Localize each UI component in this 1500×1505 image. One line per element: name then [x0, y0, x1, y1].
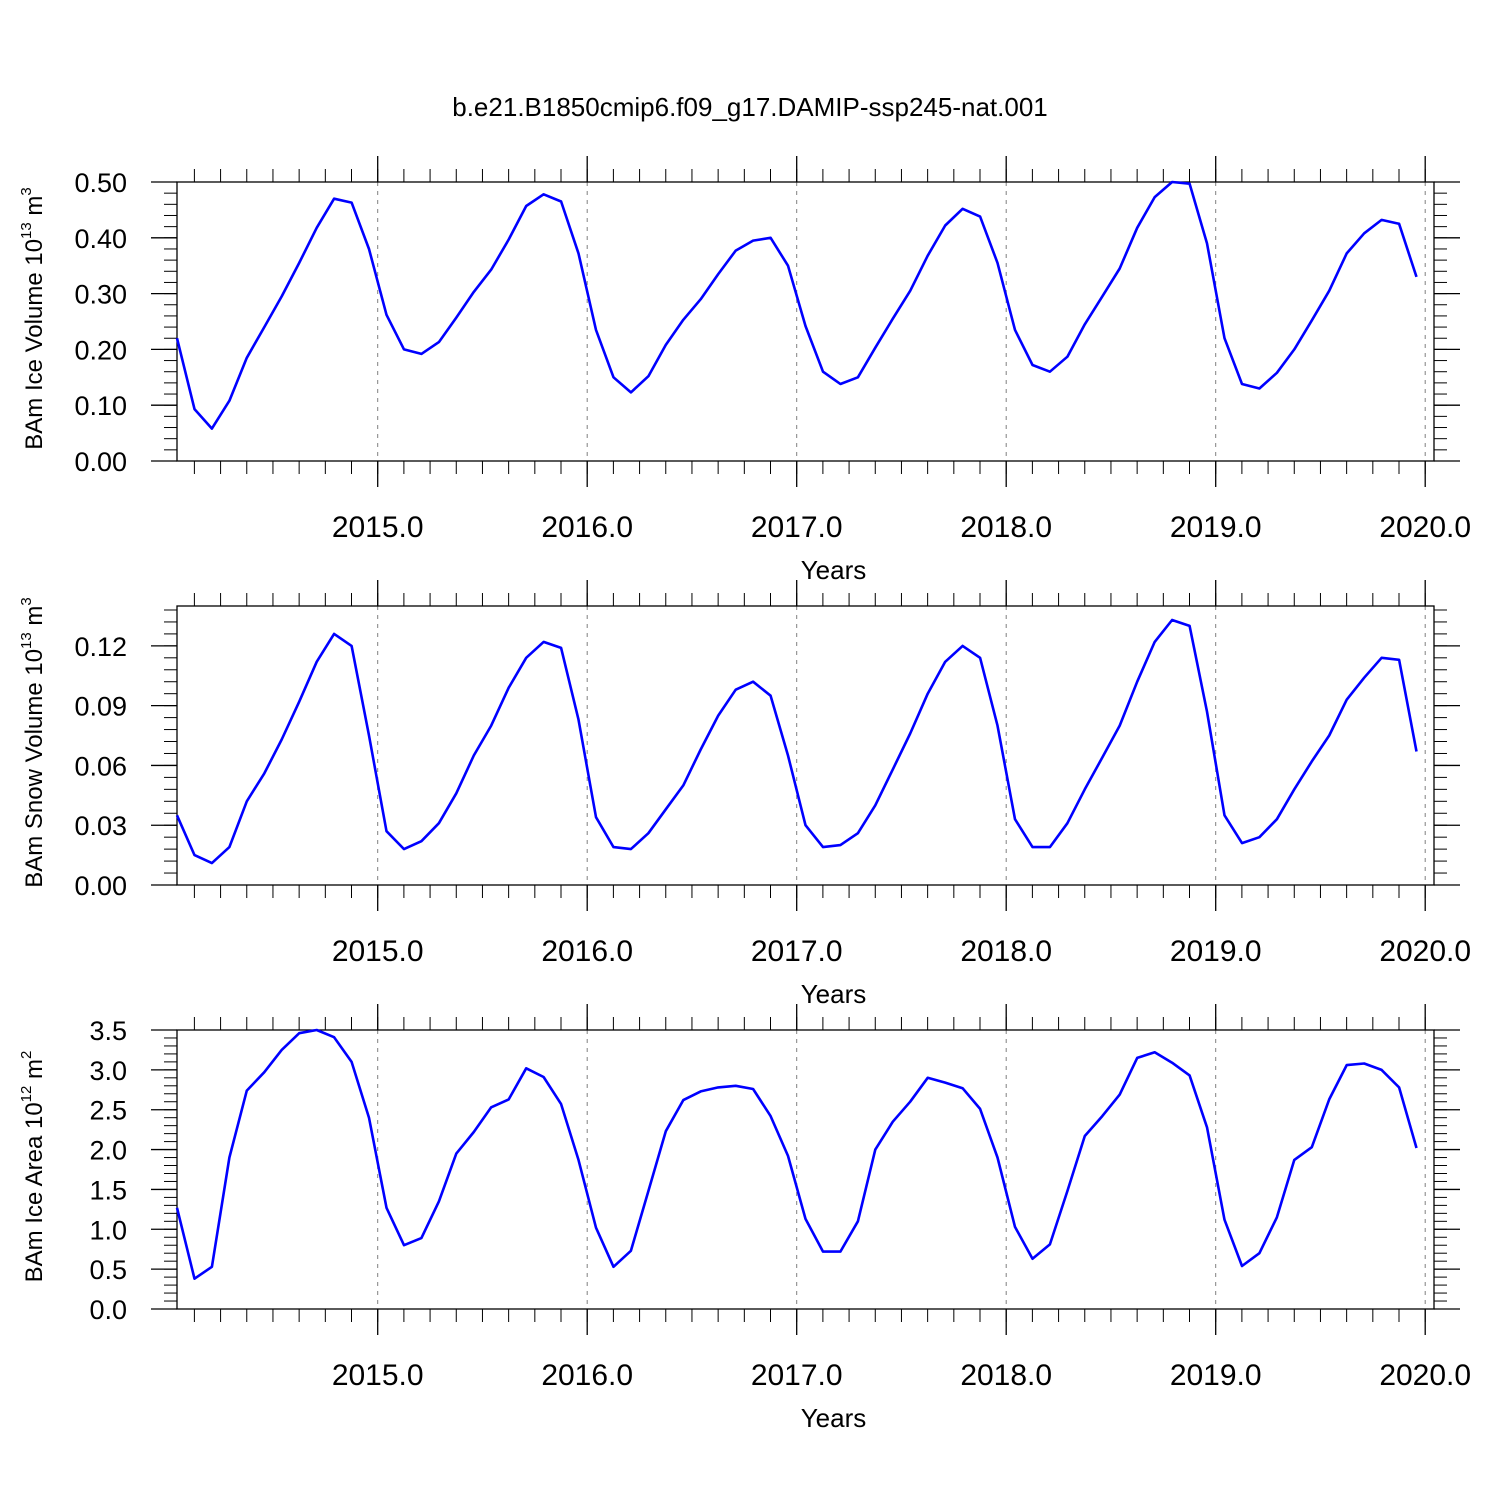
x-tick-label: 2015.0: [332, 935, 424, 968]
y-tick-label: 0.30: [74, 280, 127, 310]
plot-frame: [176, 1029, 1435, 1310]
y-tick-label: 2.5: [89, 1096, 127, 1126]
panel-2: 2015.0 2016.0 2017.0 2018.0 2019.0 2020.0 0.00…: [18, 580, 1471, 1009]
x-tick-label: 2018.0: [960, 1359, 1052, 1392]
x-tick-label: 2019.0: [1170, 1359, 1262, 1392]
plot-frame: [176, 181, 1435, 462]
panel-3: 2015.0 2016.0 2017.0 2018.0 2019.0 2020.0 0.0 0…: [18, 1004, 1471, 1433]
panel-1: 2015.0 2016.0 2017.0 2018.0 2019.0 2020.0 0.00…: [18, 156, 1471, 585]
y-tick-label: 0.06: [74, 751, 127, 781]
x-tick-label: 2016.0: [541, 511, 633, 544]
y-tick-label: 0.03: [74, 811, 127, 841]
x-tick-label: 2016.0: [541, 935, 633, 968]
y-tick-label: 0.40: [74, 224, 127, 254]
y-tick-label: 0.00: [74, 447, 127, 477]
x-tick-label: 2020.0: [1379, 1359, 1471, 1392]
x-tick-label: 2017.0: [751, 511, 843, 544]
y-tick-label: 0.12: [74, 632, 127, 662]
y-tick-label: 0.00: [74, 871, 127, 901]
x-tick-label: 2018.0: [960, 511, 1052, 544]
x-axis-title: Years: [801, 555, 867, 585]
y-tick-label: 0.0: [89, 1295, 127, 1325]
plot-frame: [176, 605, 1435, 886]
y-axis-title: BAm Ice Volume 1013 m3: [18, 187, 48, 449]
x-tick-label: 2017.0: [751, 1359, 843, 1392]
x-tick-label: 2020.0: [1379, 935, 1471, 968]
figure-title: b.e21.B1850cmip6.f09_g17.DAMIP-ssp245-na…: [452, 92, 1048, 122]
y-tick-label: 2.0: [89, 1136, 127, 1166]
x-tick-label: 2018.0: [960, 935, 1052, 968]
x-tick-label: 2017.0: [751, 935, 843, 968]
y-tick-label: 0.09: [74, 692, 127, 722]
series-line-1: [175, 1028, 1418, 1280]
x-tick-label: 2016.0: [541, 1359, 633, 1392]
x-axis-title: Years: [801, 979, 867, 1009]
y-axis-title: BAm Ice Area 1012 m2: [18, 1051, 48, 1283]
x-tick-label: 2019.0: [1170, 935, 1262, 968]
series-line-1: [175, 618, 1418, 865]
y-tick-label: 0.10: [74, 391, 127, 421]
y-tick-label: 0.20: [74, 335, 127, 365]
x-tick-label: 2015.0: [332, 1359, 424, 1392]
y-tick-label: 3.5: [89, 1016, 127, 1046]
x-axis-title: Years: [801, 1403, 867, 1433]
y-tick-label: 3.0: [89, 1056, 127, 1086]
y-tick-label: 1.0: [89, 1215, 127, 1245]
y-tick-label: 1.5: [89, 1175, 127, 1205]
series-line-1: [175, 180, 1418, 430]
x-tick-label: 2015.0: [332, 511, 424, 544]
x-tick-label: 2020.0: [1379, 511, 1471, 544]
x-tick-label: 2019.0: [1170, 511, 1262, 544]
y-tick-label: 0.5: [89, 1255, 127, 1285]
y-axis-title: BAm Snow Volume 1013 m3: [18, 597, 48, 888]
y-tick-label: 0.50: [74, 168, 127, 198]
